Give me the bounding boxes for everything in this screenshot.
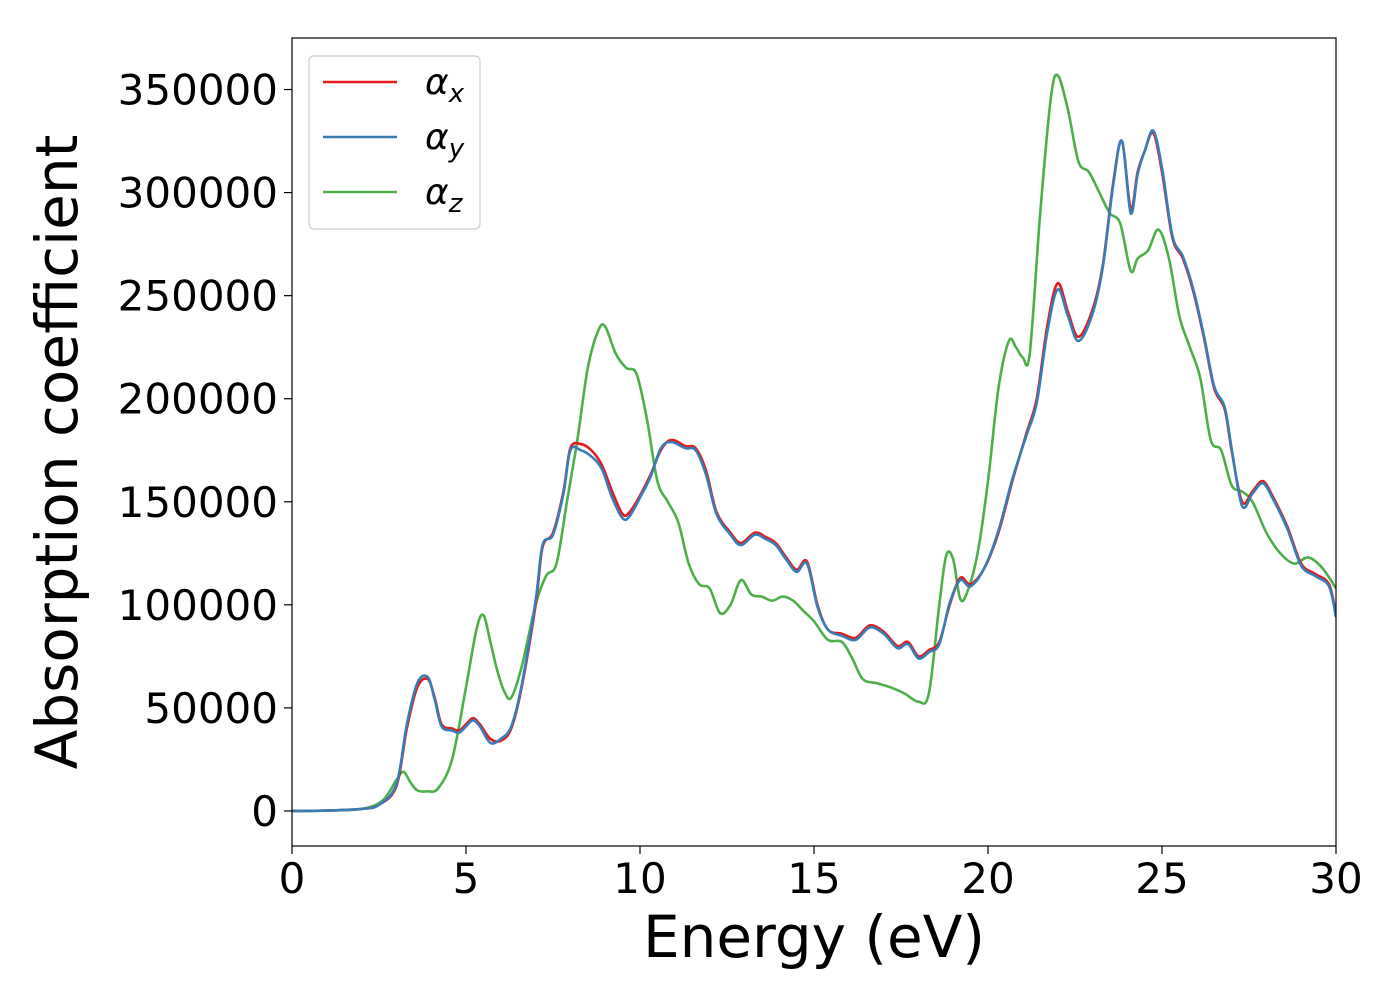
y-tick-label: 200000 — [118, 375, 278, 424]
x-tick-label: 10 — [613, 854, 666, 903]
x-tick-label: 5 — [453, 854, 480, 903]
series-line-x — [292, 131, 1336, 813]
y-axis-label: Absorption coefficient — [23, 135, 91, 770]
series-layer — [292, 73, 1336, 813]
x-tick-label: 20 — [961, 854, 1014, 903]
legend: αx αy αz — [308, 55, 481, 230]
legend-label-y: αy — [425, 117, 465, 164]
series-line-y — [292, 129, 1336, 813]
x-tick-label: 30 — [1309, 854, 1362, 903]
y-tick-label: 150000 — [118, 478, 278, 527]
y-tick-label: 350000 — [118, 66, 278, 115]
ticks-layer: 0 5 10 15 20 25 30 0 50000 100000 150000 200000 2500… — [118, 66, 1363, 903]
y-tick-label: 100000 — [118, 581, 278, 630]
x-tick-label: 0 — [279, 854, 306, 903]
x-tick-label: 25 — [1135, 854, 1188, 903]
y-tick-label: 0 — [251, 787, 278, 836]
legend-label-x: αx — [425, 62, 465, 109]
legend-label-z: αz — [425, 172, 464, 219]
legend-box — [308, 55, 481, 230]
y-tick-label: 250000 — [118, 272, 278, 321]
y-tick-label: 300000 — [118, 169, 278, 218]
y-tick-label: 50000 — [144, 684, 278, 733]
x-tick-label: 15 — [787, 854, 840, 903]
series-line-z — [292, 73, 1336, 813]
x-axis-label: Energy (eV) — [643, 903, 985, 971]
plot-frame — [291, 37, 1337, 847]
